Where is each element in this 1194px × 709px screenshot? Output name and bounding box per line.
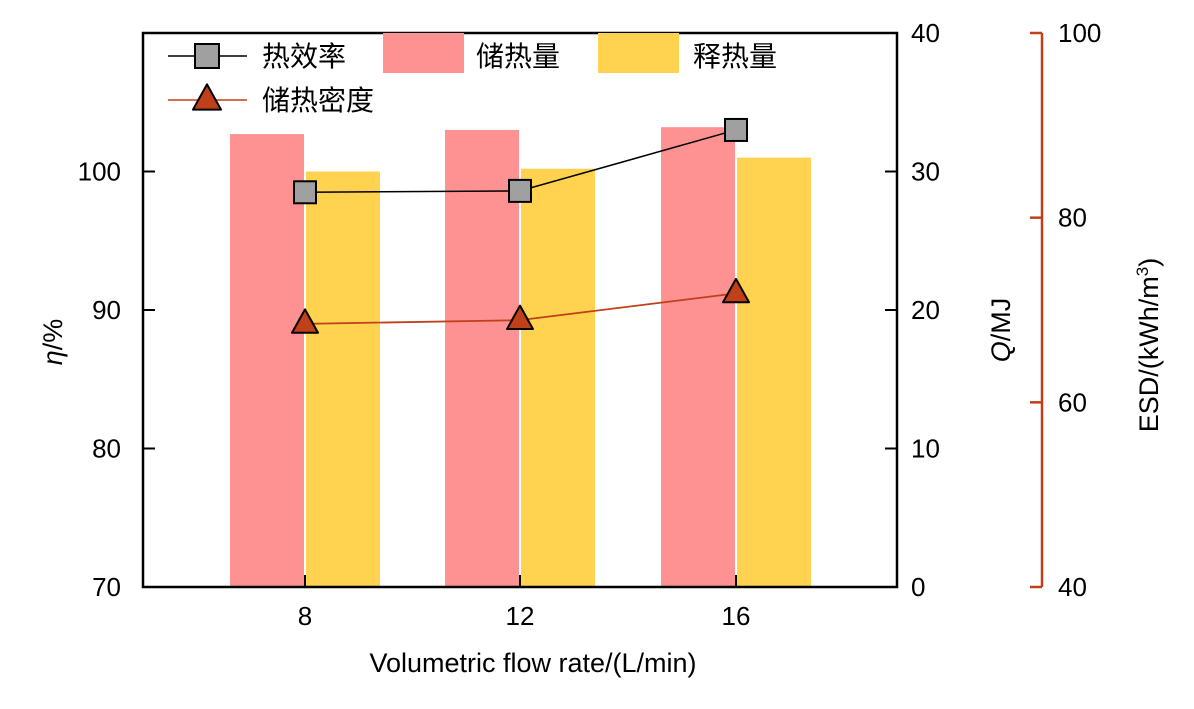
- right2-tick-label: 80: [1058, 203, 1087, 233]
- left-axis-title: η/%: [38, 319, 68, 366]
- line-group: [291, 117, 750, 334]
- legend-label-storage: 储热量: [476, 40, 560, 73]
- left-tick-label: 70: [92, 572, 121, 602]
- legend-swatch-storage: [383, 33, 464, 73]
- legend-marker-density: [192, 83, 222, 111]
- bar-storage-2: [661, 127, 735, 588]
- point-density-2: [722, 277, 750, 304]
- right-tick-label: 10: [911, 434, 940, 464]
- right2-tick-label: 100: [1058, 18, 1101, 48]
- right-tick-label: 30: [911, 157, 940, 187]
- left-tick-label: 100: [78, 157, 121, 187]
- point-efficiency-0: [293, 180, 317, 205]
- right2-axis-title: ESD/(kWh/m3): [1133, 258, 1164, 432]
- x-tick-label: 12: [506, 601, 535, 631]
- legend-label-density: 储热密度: [262, 84, 374, 117]
- left-tick-label: 90: [92, 295, 121, 325]
- x-axis-title: Volumetric flow rate/(L/min): [369, 648, 696, 678]
- point-efficiency-2: [724, 117, 748, 142]
- point-density-1: [506, 304, 534, 331]
- legend-label-release: 释热量: [693, 40, 777, 73]
- bar-release-2: [737, 157, 811, 587]
- axes: 70 80 90 100 0 10 20 30 40 8 12 16 40 60 80 100: [78, 18, 1102, 631]
- point-density-0: [291, 308, 319, 334]
- bar-storage-1: [445, 129, 519, 587]
- legend-label-efficiency: 热效率: [262, 40, 346, 73]
- right2-tick-label: 40: [1058, 572, 1087, 602]
- axis-titles: Volumetric flow rate/(L/min) η/% Q/MJ ES…: [38, 258, 1164, 678]
- legend-swatch-release: [598, 33, 679, 73]
- bar-release-1: [521, 168, 595, 588]
- right-tick-label: 20: [911, 295, 940, 325]
- bar-storage-0: [230, 134, 304, 588]
- bar-release-0: [306, 171, 380, 587]
- left-tick-label: 80: [92, 434, 121, 464]
- right2-tick-label: 60: [1058, 387, 1087, 417]
- right-tick-label: 40: [911, 18, 940, 48]
- right-axis-title: Q/MJ: [986, 298, 1016, 363]
- x-tick-label: 8: [298, 601, 312, 631]
- point-efficiency-1: [508, 178, 532, 203]
- legend-marker-efficiency: [194, 43, 220, 69]
- bar-group: [230, 127, 811, 588]
- right-tick-label: 0: [911, 572, 925, 602]
- x-tick-label: 16: [722, 601, 751, 631]
